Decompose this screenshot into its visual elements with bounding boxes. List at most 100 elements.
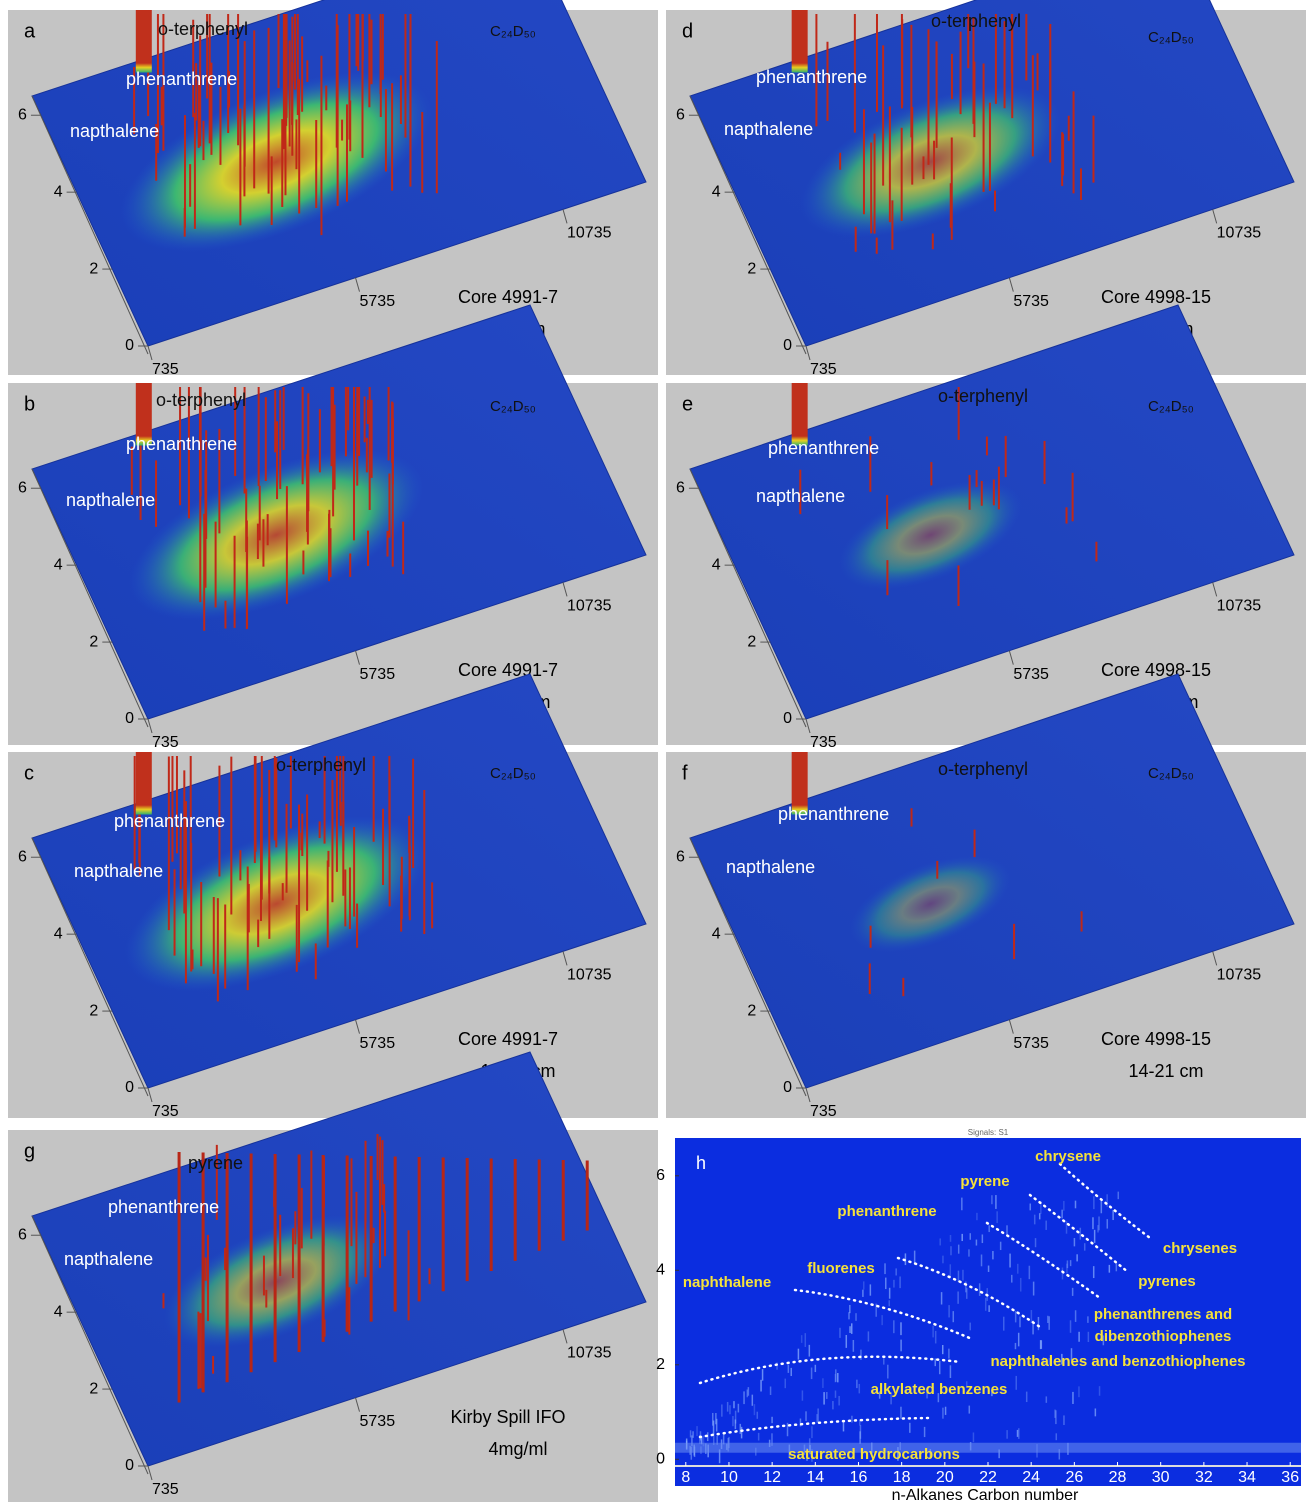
signal-blob bbox=[973, 1432, 975, 1442]
y-tick-label: 4 bbox=[712, 556, 721, 573]
x-tick-label: 5735 bbox=[1013, 666, 1049, 683]
x-tick-label: 10735 bbox=[567, 1345, 612, 1362]
signal-blob bbox=[1116, 1263, 1118, 1271]
compound-label: napthalene bbox=[756, 486, 845, 506]
standard-peak bbox=[792, 10, 808, 72]
sample-label: Core 4998-15 bbox=[1101, 1029, 1211, 1049]
signal-blob bbox=[900, 1407, 902, 1419]
x-tick-label: 10735 bbox=[1217, 225, 1262, 242]
compound-label: dibenzothiophenes bbox=[1095, 1328, 1232, 1345]
compound-label: chrysene bbox=[1035, 1148, 1101, 1165]
x-tick-label: 5735 bbox=[1013, 293, 1049, 310]
signal-title: Signals: S1 bbox=[968, 1128, 1009, 1137]
signal-blob bbox=[805, 1333, 807, 1347]
panel-letter: f bbox=[682, 762, 688, 784]
signal-blob bbox=[822, 1378, 824, 1388]
signal-blob bbox=[982, 1234, 984, 1243]
signal-blob bbox=[835, 1391, 837, 1398]
signal-blob bbox=[968, 1249, 970, 1256]
signal-blob bbox=[748, 1387, 750, 1396]
signal-blob bbox=[788, 1365, 790, 1373]
x-tick-label: 10735 bbox=[1217, 598, 1262, 615]
signal-blob bbox=[992, 1251, 994, 1259]
signal-blob bbox=[1084, 1243, 1086, 1250]
x-tick-label: 32 bbox=[1195, 1469, 1213, 1486]
signal-blob bbox=[914, 1251, 916, 1263]
compound-label: C₂₄D₅₀ bbox=[1148, 765, 1194, 782]
x-tick-label: 735 bbox=[152, 361, 179, 378]
y-tick-label: 2 bbox=[656, 1356, 665, 1373]
compound-label: phenanthrene bbox=[108, 1197, 219, 1217]
signal-blob bbox=[970, 1233, 972, 1240]
signal-blob bbox=[762, 1369, 764, 1381]
panel: 0246735573510735do-terphenylphenanthrene… bbox=[666, 0, 1306, 378]
signal-blob bbox=[1054, 1410, 1056, 1418]
signal-blob bbox=[900, 1340, 902, 1352]
signal-blob bbox=[1066, 1221, 1068, 1234]
signal-blob bbox=[884, 1263, 886, 1274]
signal-blob bbox=[948, 1349, 950, 1359]
signal-blob bbox=[843, 1421, 845, 1431]
y-tick-label: 2 bbox=[89, 1380, 98, 1397]
compound-label: napthalene bbox=[66, 490, 155, 510]
compound-label: phenanthrene bbox=[126, 69, 237, 89]
y-tick-label: 6 bbox=[18, 1226, 27, 1243]
x-tick-label: 14 bbox=[806, 1469, 824, 1486]
compound-label: C₂₄D₅₀ bbox=[490, 398, 536, 415]
signal-blob bbox=[950, 1235, 952, 1242]
signal-blob bbox=[860, 1425, 862, 1439]
signal-blob bbox=[870, 1284, 872, 1295]
x-tick-label: 36 bbox=[1281, 1469, 1299, 1486]
compound-label: C₂₄D₅₀ bbox=[490, 23, 536, 40]
sample-label: 14-21 cm bbox=[1128, 1061, 1203, 1081]
y-tick-label: 0 bbox=[783, 710, 792, 727]
compound-label: o-terphenyl bbox=[276, 755, 366, 775]
signal-blob bbox=[942, 1256, 944, 1264]
signal-blob bbox=[961, 1234, 963, 1241]
signal-blob bbox=[802, 1390, 804, 1400]
signal-blob bbox=[958, 1271, 960, 1282]
signal-blob bbox=[859, 1384, 861, 1393]
x-tick-label: 18 bbox=[893, 1469, 911, 1486]
signal-blob bbox=[1099, 1386, 1101, 1396]
y-tick-label: 2 bbox=[747, 633, 756, 650]
signal-blob bbox=[815, 1365, 817, 1372]
panel-letter: c bbox=[24, 762, 34, 784]
signal-blob bbox=[855, 1313, 857, 1321]
signal-blob bbox=[1118, 1192, 1120, 1200]
x-tick-label: 735 bbox=[810, 1103, 837, 1120]
x-tick-label: 5735 bbox=[1013, 1035, 1049, 1052]
y-tick-label: 0 bbox=[125, 710, 134, 727]
signal-blob bbox=[1087, 1316, 1089, 1323]
signal-blob bbox=[1020, 1278, 1022, 1292]
signal-blob bbox=[849, 1305, 851, 1313]
signal-blob bbox=[1088, 1332, 1090, 1342]
y-tick-label: 0 bbox=[125, 337, 134, 354]
signal-blob bbox=[838, 1396, 840, 1405]
y-tick-label: 6 bbox=[676, 479, 685, 496]
signal-blob bbox=[729, 1405, 731, 1414]
signal-blob bbox=[893, 1320, 895, 1333]
signal-blob bbox=[935, 1358, 937, 1366]
signal-blob bbox=[839, 1328, 841, 1338]
panel-letter: b bbox=[24, 393, 35, 415]
compound-label: C₂₄D₅₀ bbox=[490, 765, 536, 782]
y-tick-label: 6 bbox=[18, 106, 27, 123]
signal-blob bbox=[909, 1423, 911, 1433]
x-tick-label: 735 bbox=[810, 361, 837, 378]
signal-blob bbox=[713, 1421, 715, 1435]
compound-label: chrysenes bbox=[1163, 1240, 1237, 1257]
x-tick-label: 10735 bbox=[567, 967, 612, 984]
standard-peak bbox=[792, 383, 808, 445]
signal-blob bbox=[716, 1419, 718, 1432]
signal-blob bbox=[941, 1292, 943, 1304]
y-tick-label: 4 bbox=[656, 1262, 665, 1279]
signal-blob bbox=[1094, 1230, 1096, 1243]
sample-label: Kirby Spill IFO bbox=[450, 1407, 565, 1427]
signal-blob bbox=[1029, 1266, 1031, 1279]
compound-label: o-terphenyl bbox=[938, 759, 1028, 779]
compound-label: napthalene bbox=[64, 1249, 153, 1269]
signal-blob bbox=[988, 1266, 990, 1272]
signal-blob bbox=[738, 1404, 740, 1413]
signal-blob bbox=[752, 1395, 754, 1406]
